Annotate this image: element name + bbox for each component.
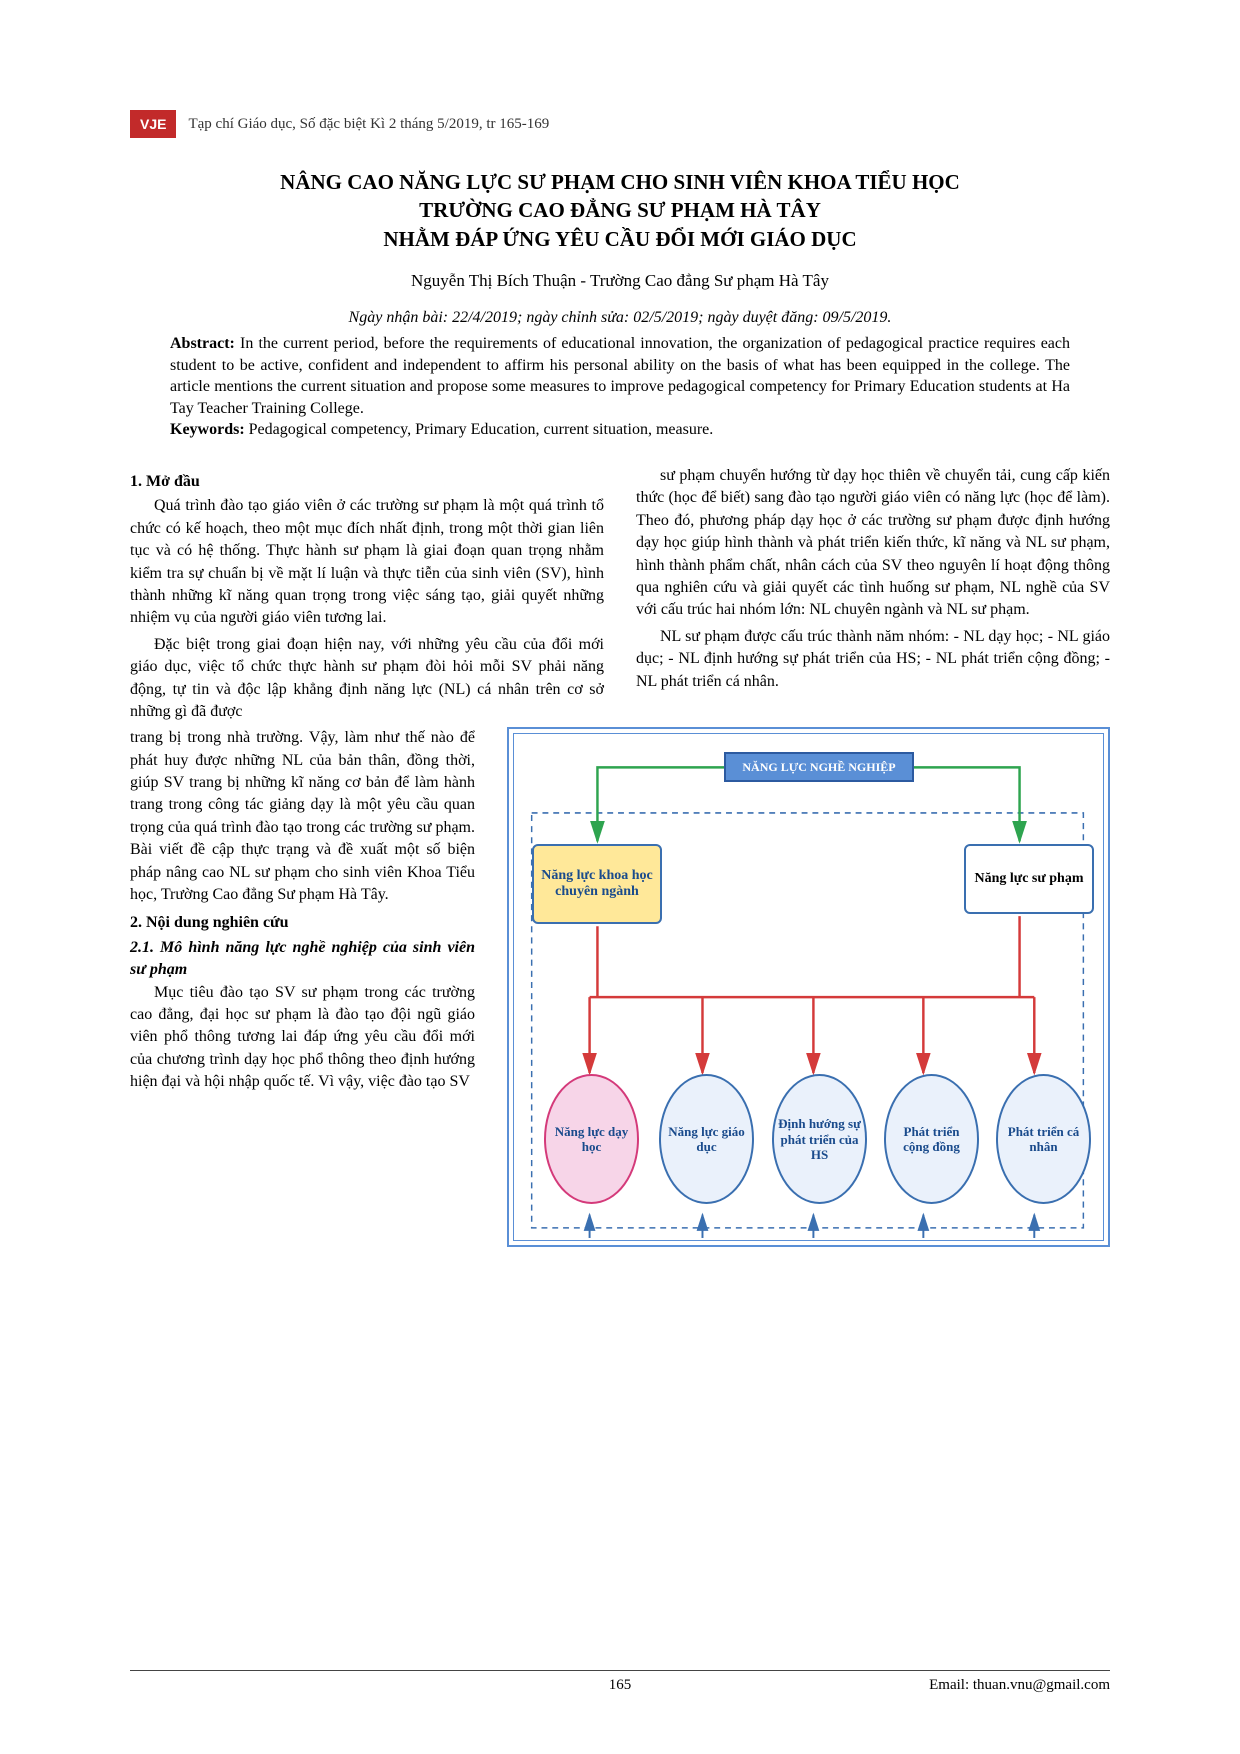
section-2-heading: 2. Nội dung nghiên cứu (130, 912, 475, 934)
page-footer: 165 Email: thuan.vnu@gmail.com (130, 1670, 1110, 1694)
bottom-row: trang bị trong nhà trường. Vậy, làm như … (130, 727, 1110, 1247)
left-para-1: trang bị trong nhà trường. Vậy, làm như … (130, 727, 475, 906)
abstract-block: Abstract: In the current period, before … (170, 333, 1070, 441)
diagram-leaf-2: Định hướng sự phát triển của HS (772, 1074, 867, 1204)
diagram-leaf-0: Năng lực dạy học (544, 1074, 639, 1204)
journal-header: VJE Tạp chí Giáo dục, Số đặc biệt Kì 2 t… (130, 110, 1110, 138)
main-content: 1. Mở đầu Quá trình đào tạo giáo viên ở … (130, 465, 1110, 1247)
left-narrow-column: trang bị trong nhà trường. Vậy, làm như … (130, 727, 475, 1247)
section-1-para-2: Đặc biệt trong giai đoạn hiện nay, với n… (130, 634, 604, 724)
diagram-leaf-4: Phát triển cá nhân (996, 1074, 1091, 1204)
journal-info: Tạp chí Giáo dục, Số đặc biệt Kì 2 tháng… (188, 116, 549, 133)
footer-email: Email: thuan.vnu@gmail.com (929, 1677, 1110, 1694)
two-column-top: 1. Mở đầu Quá trình đào tạo giáo viên ở … (130, 465, 1110, 723)
diagram-branch-right: Năng lực sư phạm (964, 844, 1094, 914)
section-1-para-1: Quá trình đào tạo giáo viên ở các trường… (130, 495, 604, 629)
abstract-label: Abstract: (170, 335, 235, 352)
column-2-para-1: sư phạm chuyển hướng từ dạy học thiên về… (636, 465, 1110, 622)
diagram-leaf-1: Năng lực giáo dục (659, 1074, 754, 1204)
title-line2: TRƯỜNG CAO ĐẲNG SƯ PHẠM HÀ TÂY (419, 198, 821, 222)
title-line1: NÂNG CAO NĂNG LỰC SƯ PHẠM CHO SINH VIÊN … (280, 170, 960, 194)
column-2-para-2: NL sư phạm được cấu trúc thành năm nhóm:… (636, 626, 1110, 693)
competency-diagram: NĂNG LỰC NGHỀ NGHIỆP Năng lực khoa học c… (507, 727, 1110, 1247)
keywords-text: Pedagogical competency, Primary Educatio… (245, 421, 714, 438)
title-line3: NHẰM ĐÁP ỨNG YÊU CẦU ĐỔI MỚI GIÁO DỤC (383, 227, 856, 251)
article-title: NÂNG CAO NĂNG LỰC SƯ PHẠM CHO SINH VIÊN … (130, 168, 1110, 253)
diagram-branch-left: Năng lực khoa học chuyên ngành (532, 844, 662, 924)
dates-line: Ngày nhận bài: 22/4/2019; ngày chỉnh sửa… (130, 309, 1110, 327)
abstract-text: In the current period, before the requir… (170, 335, 1070, 417)
diagram-leaf-3: Phát triển cộng đồng (884, 1074, 979, 1204)
page-number: 165 (609, 1677, 632, 1694)
vje-badge: VJE (130, 110, 176, 138)
keywords-label: Keywords: (170, 421, 245, 438)
diagram-inner: NĂNG LỰC NGHỀ NGHIỆP Năng lực khoa học c… (513, 733, 1104, 1241)
author-line: Nguyễn Thị Bích Thuận - Trường Cao đẳng … (130, 271, 1110, 291)
diagram-root-box: NĂNG LỰC NGHỀ NGHIỆP (724, 752, 914, 782)
section-1-heading: 1. Mở đầu (130, 471, 604, 493)
section-2-1-heading: 2.1. Mô hình năng lực nghề nghiệp của si… (130, 937, 475, 982)
left-para-2: Mục tiêu đào tạo SV sư phạm trong các tr… (130, 982, 475, 1094)
